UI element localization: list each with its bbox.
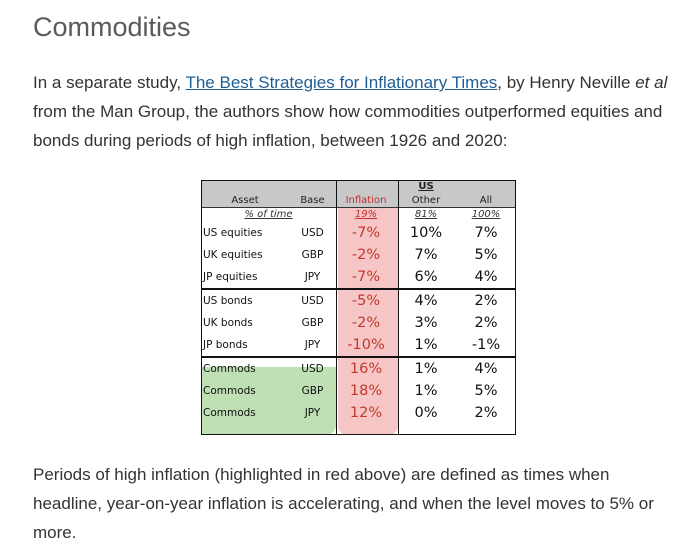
returns-table: US Asset Base Inflation Other All % of t…	[201, 180, 516, 424]
header-asset: Asset	[201, 194, 289, 208]
divider-line	[398, 180, 399, 435]
intro-paragraph: In a separate study, The Best Strategies…	[33, 68, 673, 155]
divider-line	[336, 180, 337, 435]
intro-text-before: In a separate study,	[33, 73, 186, 92]
column-header-row: Asset Base Inflation Other All	[201, 194, 516, 208]
time-share-label: % of time	[201, 207, 336, 222]
table-row: US bonds USD -5% 4% 2%	[201, 288, 516, 312]
inflation-return-cell: -5%	[336, 288, 396, 312]
other-return-cell: 3%	[414, 315, 438, 331]
region-label: US	[396, 180, 456, 194]
asset-cell: Commods	[203, 407, 256, 419]
inflation-return-cell: 18%	[349, 383, 383, 399]
other-return-cell: 4%	[396, 288, 456, 312]
time-share-all: 100%	[456, 207, 516, 222]
base-cell: USD	[289, 356, 336, 380]
header-other: Other	[396, 194, 456, 208]
all-return-cell: 2%	[456, 288, 516, 312]
header-inflation: Inflation	[336, 194, 396, 208]
other-return-cell: 0%	[414, 405, 438, 421]
all-return-cell: 2%	[474, 315, 498, 331]
time-share-other: 81%	[396, 207, 456, 222]
asset-cell: JP equities	[203, 271, 258, 283]
base-cell: JPY	[304, 339, 321, 351]
inflation-return-cell: -2%	[351, 315, 381, 331]
asset-cell: US bonds	[201, 288, 289, 312]
other-return-cell: 6%	[414, 269, 438, 285]
inflation-column-highlight	[338, 194, 398, 435]
asset-cell: UK bonds	[203, 317, 253, 329]
header-base: Base	[289, 194, 336, 208]
inflation-return-cell: -10%	[347, 337, 385, 353]
section-heading: Commodities	[33, 12, 191, 42]
all-return-cell: 5%	[474, 383, 498, 399]
all-return-cell: 4%	[456, 356, 516, 380]
other-return-cell: 7%	[414, 247, 438, 263]
inflation-return-cell: -7%	[351, 225, 381, 241]
asset-cell: US equities	[203, 227, 263, 239]
all-return-cell: -1%	[471, 337, 501, 353]
intro-etal: et al	[635, 73, 668, 92]
other-return-cell: 1%	[396, 356, 456, 380]
base-cell: JPY	[304, 271, 321, 283]
region-header-row: US	[201, 180, 516, 194]
base-cell: GBP	[301, 317, 324, 329]
base-cell: USD	[301, 227, 324, 239]
header-all: All	[456, 194, 516, 208]
inflation-return-cell: -2%	[351, 247, 381, 263]
all-return-cell: 7%	[474, 225, 498, 241]
inflation-return-cell: 12%	[349, 405, 383, 421]
asset-cell: JP bonds	[203, 339, 248, 351]
base-cell: USD	[289, 288, 336, 312]
base-cell: JPY	[304, 407, 321, 419]
inflation-return-cell: 16%	[336, 356, 396, 380]
table-row: JP bonds JPY -10% 1% -1%	[201, 334, 516, 357]
intro-text-mid: , by Henry Neville	[497, 73, 636, 92]
asset-cell: UK equities	[203, 249, 263, 261]
table-row: UK bonds GBP -2% 3% 2%	[201, 312, 516, 334]
other-return-cell: 10%	[409, 225, 443, 241]
other-return-cell: 1%	[414, 383, 438, 399]
all-return-cell: 5%	[474, 247, 498, 263]
footer-paragraph: Periods of high inflation (highlighted i…	[33, 465, 654, 542]
table-row: Commods GBP 18% 1% 5%	[201, 380, 516, 402]
table-row: Commods USD 16% 1% 4%	[201, 356, 516, 380]
inflation-return-cell: -7%	[351, 269, 381, 285]
table-row: Commods JPY 12% 0% 2%	[201, 402, 516, 424]
all-return-cell: 2%	[474, 405, 498, 421]
table-row: JP equities JPY -7% 6% 4%	[201, 266, 516, 289]
other-return-cell: 1%	[414, 337, 438, 353]
asset-cell: Commods	[201, 356, 289, 380]
asset-cell: Commods	[203, 385, 256, 397]
study-link[interactable]: The Best Strategies for Inflationary Tim…	[185, 73, 498, 92]
all-return-cell: 4%	[474, 269, 498, 285]
time-share-row: % of time 19% 81% 100%	[201, 207, 516, 222]
table-row: US equities USD -7% 10% 7%	[201, 222, 516, 244]
base-cell: GBP	[301, 249, 324, 261]
table-row: UK equities GBP -2% 7% 5%	[201, 244, 516, 266]
base-cell: GBP	[301, 385, 324, 397]
time-share-inflation: 19%	[336, 207, 396, 222]
intro-text-after: from the Man Group, the authors show how…	[33, 102, 663, 150]
returns-table-image: US Asset Base Inflation Other All % of t…	[201, 180, 516, 435]
